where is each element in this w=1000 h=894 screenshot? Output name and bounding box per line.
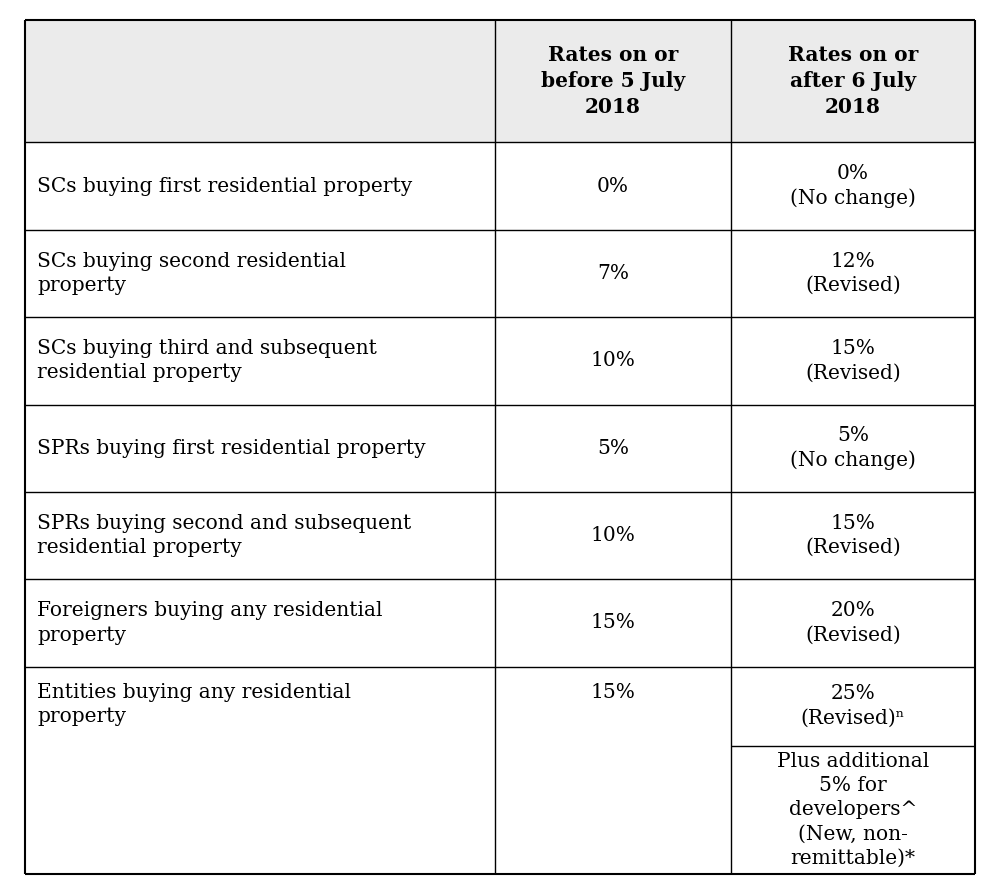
- Bar: [25, 579, 975, 667]
- Text: SCs buying third and subsequent
residential property: SCs buying third and subsequent resident…: [37, 339, 377, 383]
- Bar: [25, 492, 975, 579]
- Text: 10%: 10%: [591, 351, 635, 370]
- Text: SCs buying first residential property: SCs buying first residential property: [37, 177, 412, 196]
- Bar: [25, 404, 975, 492]
- Text: 10%: 10%: [591, 526, 635, 545]
- Bar: [25, 20, 975, 142]
- Text: SPRs buying first residential property: SPRs buying first residential property: [37, 439, 426, 458]
- Text: 5%: 5%: [597, 439, 629, 458]
- Text: 15%: 15%: [591, 683, 635, 702]
- Text: 0%
(No change): 0% (No change): [790, 164, 916, 208]
- Text: 15%
(Revised): 15% (Revised): [805, 339, 901, 383]
- Text: 5%
(No change): 5% (No change): [790, 426, 916, 470]
- Text: 20%
(Revised): 20% (Revised): [805, 602, 901, 645]
- Bar: [25, 667, 975, 874]
- Text: SPRs buying second and subsequent
residential property: SPRs buying second and subsequent reside…: [37, 514, 411, 557]
- Text: Entities buying any residential
property: Entities buying any residential property: [37, 683, 351, 727]
- Text: 15%: 15%: [591, 613, 635, 632]
- Text: 15%
(Revised): 15% (Revised): [805, 514, 901, 557]
- Text: 7%: 7%: [597, 264, 629, 283]
- Bar: [25, 230, 975, 317]
- Text: SCs buying second residential
property: SCs buying second residential property: [37, 252, 346, 295]
- Bar: [25, 317, 975, 404]
- Text: 0%: 0%: [597, 177, 629, 196]
- Text: Foreigners buying any residential
property: Foreigners buying any residential proper…: [37, 602, 382, 645]
- Bar: [25, 142, 975, 230]
- Text: 12%
(Revised): 12% (Revised): [805, 252, 901, 295]
- Text: 25%
(Revised)ⁿ: 25% (Revised)ⁿ: [801, 685, 905, 728]
- Text: Rates on or
before 5 July
2018: Rates on or before 5 July 2018: [541, 46, 685, 116]
- Text: Rates on or
after 6 July
2018: Rates on or after 6 July 2018: [788, 46, 918, 116]
- Text: Plus additional
5% for
developers^
(New, non-
remittable)*: Plus additional 5% for developers^ (New,…: [777, 752, 929, 868]
